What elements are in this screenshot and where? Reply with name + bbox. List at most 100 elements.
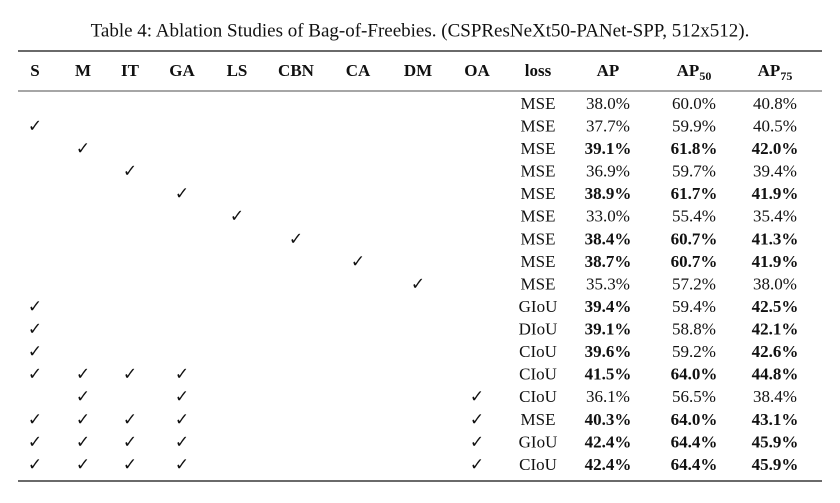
header-text: AP [758,61,781,80]
metric-cell: 42.0% [752,139,799,158]
metric-cell: 45.9% [752,432,799,451]
check-mark: ✓ [123,455,137,474]
check-mark: ✓ [28,342,42,361]
loss-cell: MSE [521,94,556,113]
header-cell: S [30,61,39,80]
check-mark: ✓ [230,207,244,226]
metric-cell: 41.9% [752,252,799,271]
check-mark: ✓ [470,410,484,429]
caption: Table 4: Ablation Studies of Bag-of-Free… [91,20,750,41]
check-mark: ✓ [175,432,189,451]
metric-cell: 41.9% [752,184,799,203]
metric-cell: 59.7% [672,162,716,181]
check-mark: ✓ [470,432,484,451]
loss-cell: MSE [521,139,556,158]
header-subscript: 75 [780,69,792,83]
check-mark: ✓ [123,162,137,181]
loss-cell: MSE [521,410,556,429]
check-mark: ✓ [76,365,90,384]
check-mark: ✓ [28,455,42,474]
header-cell: CA [346,61,371,80]
header-cell: loss [525,61,552,80]
metric-cell: 60.0% [672,94,716,113]
metric-cell: 56.5% [672,387,716,406]
check-mark: ✓ [76,139,90,158]
metric-cell: 41.5% [585,365,632,384]
check-mark: ✓ [175,184,189,203]
check-mark: ✓ [411,274,425,293]
metric-cell: 61.7% [671,184,718,203]
metric-cell: 38.4% [585,229,632,248]
loss-cell: GIoU [519,297,558,316]
loss-cell: MSE [521,116,556,135]
metric-cell: 64.4% [671,432,718,451]
metric-cell: 35.4% [753,207,797,226]
metric-cell: 64.4% [671,455,718,474]
metric-cell: 42.6% [752,342,799,361]
metric-cell: 40.3% [585,410,632,429]
loss-cell: CIoU [519,342,557,361]
check-mark: ✓ [175,387,189,406]
metric-cell: 33.0% [586,207,630,226]
metric-cell: 40.8% [753,94,797,113]
header-cell: DM [404,61,432,80]
loss-cell: MSE [521,184,556,203]
metric-cell: 38.4% [753,387,797,406]
loss-cell: MSE [521,229,556,248]
check-mark: ✓ [351,252,365,271]
metric-cell: 38.0% [753,274,797,293]
metric-cell: 61.8% [671,139,718,158]
loss-cell: DIoU [519,320,558,339]
check-mark: ✓ [28,320,42,339]
loss-cell: MSE [521,274,556,293]
metric-cell: 58.8% [672,320,716,339]
loss-cell: GIoU [519,432,558,451]
header-cell: GA [169,61,195,80]
check-mark: ✓ [76,432,90,451]
check-mark: ✓ [470,455,484,474]
metric-cell: 38.0% [586,94,630,113]
loss-cell: MSE [521,162,556,181]
metric-cell: 59.4% [672,297,716,316]
loss-cell: CIoU [519,365,557,384]
check-mark: ✓ [76,387,90,406]
check-mark: ✓ [175,365,189,384]
metric-cell: 42.4% [585,455,632,474]
check-mark: ✓ [470,387,484,406]
check-mark: ✓ [289,229,303,248]
check-mark: ✓ [28,297,42,316]
metric-cell: 36.1% [586,387,630,406]
header-cell: CBN [278,61,315,80]
check-mark: ✓ [28,432,42,451]
check-mark: ✓ [28,410,42,429]
check-mark: ✓ [123,410,137,429]
metric-cell: 38.7% [585,252,632,271]
header-subscript: 50 [699,69,711,83]
metric-cell: 60.7% [671,229,718,248]
metric-cell: 38.9% [585,184,632,203]
metric-cell: 44.8% [752,365,799,384]
header-cell: OA [464,61,490,80]
check-mark: ✓ [123,365,137,384]
loss-cell: CIoU [519,455,557,474]
check-mark: ✓ [28,365,42,384]
check-mark: ✓ [175,410,189,429]
metric-cell: 42.5% [752,297,799,316]
metric-cell: 39.4% [585,297,632,316]
metric-cell: 64.0% [671,410,718,429]
header-cell: AP [597,61,620,80]
metric-cell: 40.5% [753,116,797,135]
check-mark: ✓ [76,455,90,474]
header-text: AP [677,61,700,80]
metric-cell: 37.7% [586,116,630,135]
metric-cell: 39.1% [585,139,632,158]
metric-cell: 59.9% [672,116,716,135]
metric-cell: 39.1% [585,320,632,339]
check-mark: ✓ [28,116,42,135]
metric-cell: 60.7% [671,252,718,271]
header-cell: AP50 [677,61,712,83]
header-cell: IT [121,61,140,80]
metric-cell: 57.2% [672,274,716,293]
metric-cell: 43.1% [752,410,799,429]
